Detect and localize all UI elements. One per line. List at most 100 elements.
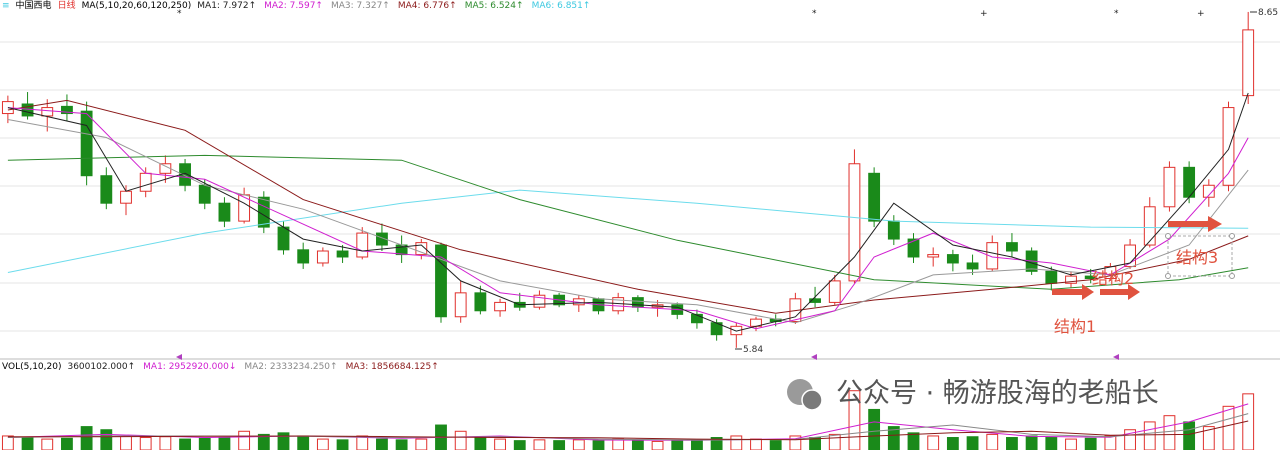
candle-body [41,107,54,117]
candle-body [474,292,487,312]
volume-bar [927,435,940,450]
volume-bar [159,436,172,450]
volume-bar [966,436,979,450]
indicator: MA6: 6.851↑ [531,1,591,11]
volume-bar [100,429,113,450]
candle-body [1065,275,1077,284]
candle-body [1084,275,1097,280]
volume-bar [41,438,54,450]
candle-body [198,184,211,204]
triangle-marker [176,354,182,360]
volume-bar [946,437,959,450]
candle-body [868,172,881,222]
candle-body [100,175,113,204]
arrow [1052,284,1094,300]
handle [1229,233,1235,239]
arrow [1168,216,1222,232]
indicator: MA1: 7.972↑ [197,1,257,11]
volume-bar [1124,429,1136,450]
volume-bar [238,430,251,450]
volume-bar [848,390,861,450]
candle-body [435,244,447,318]
candle-body [1045,270,1058,284]
volume-bar [198,437,211,450]
candle-body [1124,244,1136,268]
star-marker: * [177,9,182,19]
volume-bar [297,435,310,450]
annotation: 结构1 [1054,317,1096,336]
volume-bar [218,437,231,450]
annotation-shapes [1052,216,1235,300]
volume-bar [454,430,467,450]
cross-marker: + [1197,9,1205,19]
watermark: 公众号 · 畅游股海的老船长 [787,378,1159,411]
indicators: 3600102.000↑ MA1: 2952920.000↓ MA2: 233323… [67,362,438,373]
volume-header: VOL(5,10,20) 3600102.000↑ MA1: 2952920.00… [2,362,439,373]
volume-bar [1143,421,1156,450]
handle [1229,273,1235,279]
indicator: MA5: 6.524↑ [464,1,524,11]
volume-bar [277,432,290,450]
ma-line [7,403,1249,441]
volume-bar [730,435,743,450]
period-markers [176,354,1119,360]
candle-body [120,190,132,204]
volume-bar [887,426,900,450]
candle-body [1202,184,1215,198]
candle-body [139,172,152,192]
volume-bar [1065,438,1077,450]
volume-bar [336,439,349,450]
plot [1,11,1255,450]
stock-name: 中国西电 [15,1,52,11]
volume-bar [376,438,388,450]
volume-bar [651,440,664,450]
ma-line [7,119,1249,324]
indicators: MA1: 7.972↑ MA2: 7.597↑ MA3: 7.327↑ MA4: 6.… [197,1,590,12]
ma-line [7,154,1249,290]
volume-bar [1,435,14,450]
ma-line [7,99,1249,314]
triangle-marker [811,354,817,360]
indicator: MA4: 6.776↑ [397,1,457,11]
volume-bar [1222,405,1235,450]
volume-bar [868,408,881,450]
candle-body [336,250,349,258]
candle-body [494,301,506,312]
period: 日线 [57,1,76,11]
ma-line [7,107,1249,330]
candle-body [1163,166,1176,208]
triangle-marker [1113,354,1119,360]
volume-bar [80,426,93,450]
volume-bar [1183,421,1196,450]
candle-body [454,292,467,318]
arrow [1100,284,1140,300]
handle [1165,273,1171,279]
indicator: MA1: 2952920.000↓ [143,362,237,372]
candle-body [316,250,329,264]
candle-body [376,232,388,246]
candle-body [907,238,920,258]
candle-body [61,105,73,115]
candle-body [848,163,861,282]
low-label: 5.84 [743,345,763,355]
volume-bar [1104,435,1117,450]
volume-bar [750,438,762,450]
volume-bar [513,440,526,450]
volume-bar [1006,437,1018,450]
candle-body [415,242,428,256]
candle-body [1006,242,1018,252]
candle-body [946,254,959,264]
candle-body [1222,107,1235,186]
volume-bar [1163,415,1176,450]
candle-body [533,294,546,308]
candle-body [277,226,290,251]
handle [1165,233,1171,239]
volume-label: VOL(5,10,20) [2,362,62,372]
volume-bar [572,439,585,450]
volume-bar [1025,435,1038,450]
volume-bar [316,438,329,450]
annotation: 结构3 [1176,248,1218,267]
candle-body [1242,29,1255,97]
volume-bar [356,435,369,450]
